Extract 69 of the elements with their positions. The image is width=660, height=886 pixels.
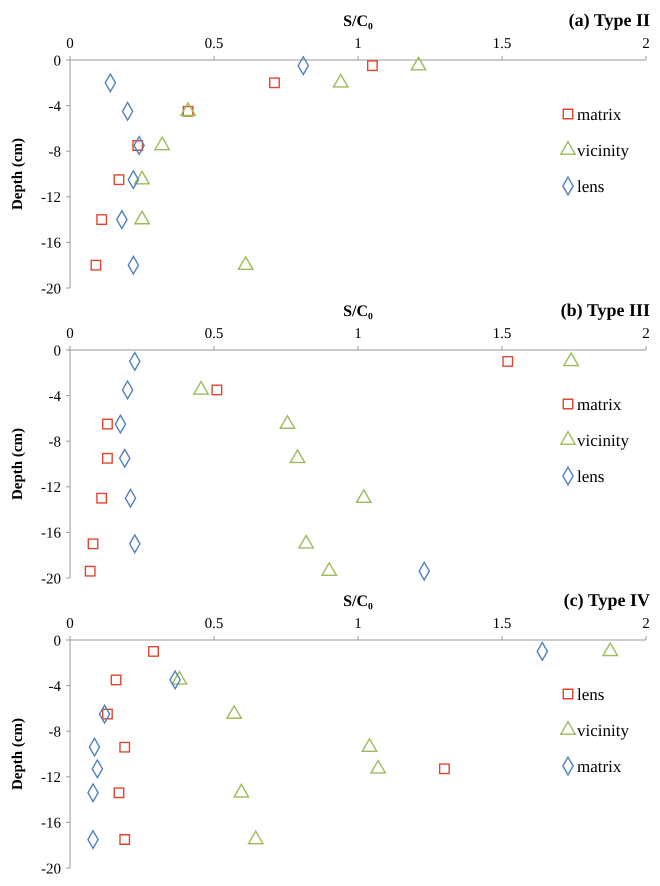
point: [96, 492, 108, 504]
point: [90, 260, 102, 271]
point: [114, 787, 124, 798]
point: [502, 356, 514, 367]
point: [366, 60, 378, 72]
y-tick-label: 0: [54, 633, 61, 650]
y-tick-label: -8: [48, 724, 61, 740]
x-tick-label: 2: [642, 616, 650, 632]
y-axis-title: Depth (cm): [10, 428, 26, 500]
y-tick-label: -4: [48, 678, 62, 695]
y-tick-label: -16: [41, 236, 62, 252]
x-tick-label: 0: [66, 36, 74, 52]
y-axis-title: Depth (cm): [10, 718, 26, 790]
y-tick-label: -12: [41, 190, 61, 206]
x-tick-label: 0.5: [204, 326, 224, 342]
y-tick-label: -4: [48, 388, 62, 405]
x-tick-label: 1: [354, 36, 362, 52]
chart-title: (a) Type II: [568, 10, 650, 30]
legend-label: vicinity: [577, 430, 630, 450]
point: [211, 384, 222, 396]
y-tick-label: -8: [48, 434, 61, 450]
y-tick-label: -12: [41, 480, 61, 496]
x-tick-label: 1.5: [492, 616, 512, 632]
point: [96, 214, 108, 226]
x-tick-label: 2: [642, 326, 650, 342]
x-tick-label: 0.5: [204, 616, 224, 632]
y-tick-label: -4: [48, 98, 62, 115]
point: [119, 742, 130, 753]
y-tick-label: -16: [41, 526, 62, 542]
legend-label: matrix: [577, 756, 622, 776]
legend-label: matrix: [577, 394, 622, 414]
point: [110, 674, 122, 686]
y-tick-label: -20: [41, 571, 61, 588]
legend-label: lens: [577, 684, 604, 704]
y-tick-label: -12: [41, 770, 61, 786]
chart-title: (c) Type IV: [564, 590, 650, 610]
y-tick-label: 0: [54, 343, 61, 360]
legend-label: vicinity: [577, 720, 630, 740]
y-tick-label: -20: [41, 861, 61, 878]
x-tick-label: 2: [642, 36, 650, 52]
legend-label: lens: [577, 176, 604, 196]
x-axis-title: S/C₀: [343, 303, 374, 320]
x-axis-title: S/C₀: [343, 13, 374, 30]
point: [438, 763, 450, 774]
point: [148, 646, 159, 657]
x-tick-label: 1.5: [492, 36, 512, 52]
x-tick-label: 0: [66, 326, 74, 342]
x-tick-label: 1: [354, 616, 362, 632]
y-tick-label: -20: [41, 281, 61, 298]
y-axis-title: Depth (cm): [10, 138, 26, 210]
point: [269, 77, 280, 88]
legend-label: matrix: [577, 104, 622, 124]
x-tick-label: 1: [354, 326, 362, 342]
point: [114, 174, 124, 186]
x-tick-label: 1.5: [492, 326, 512, 342]
chart-title: (b) Type III: [560, 300, 650, 320]
x-tick-label: 0.5: [204, 36, 224, 52]
point: [102, 418, 113, 430]
point: [84, 566, 96, 577]
y-tick-label: -16: [41, 816, 62, 832]
y-tick-label: -8: [48, 144, 61, 160]
point: [88, 538, 98, 550]
y-tick-label: 0: [54, 53, 61, 70]
point: [119, 834, 130, 845]
legend-label: vicinity: [577, 140, 630, 160]
x-tick-label: 0: [66, 616, 74, 632]
point: [102, 452, 113, 464]
x-axis-title: S/C₀: [343, 593, 374, 610]
legend-label: lens: [577, 466, 604, 486]
